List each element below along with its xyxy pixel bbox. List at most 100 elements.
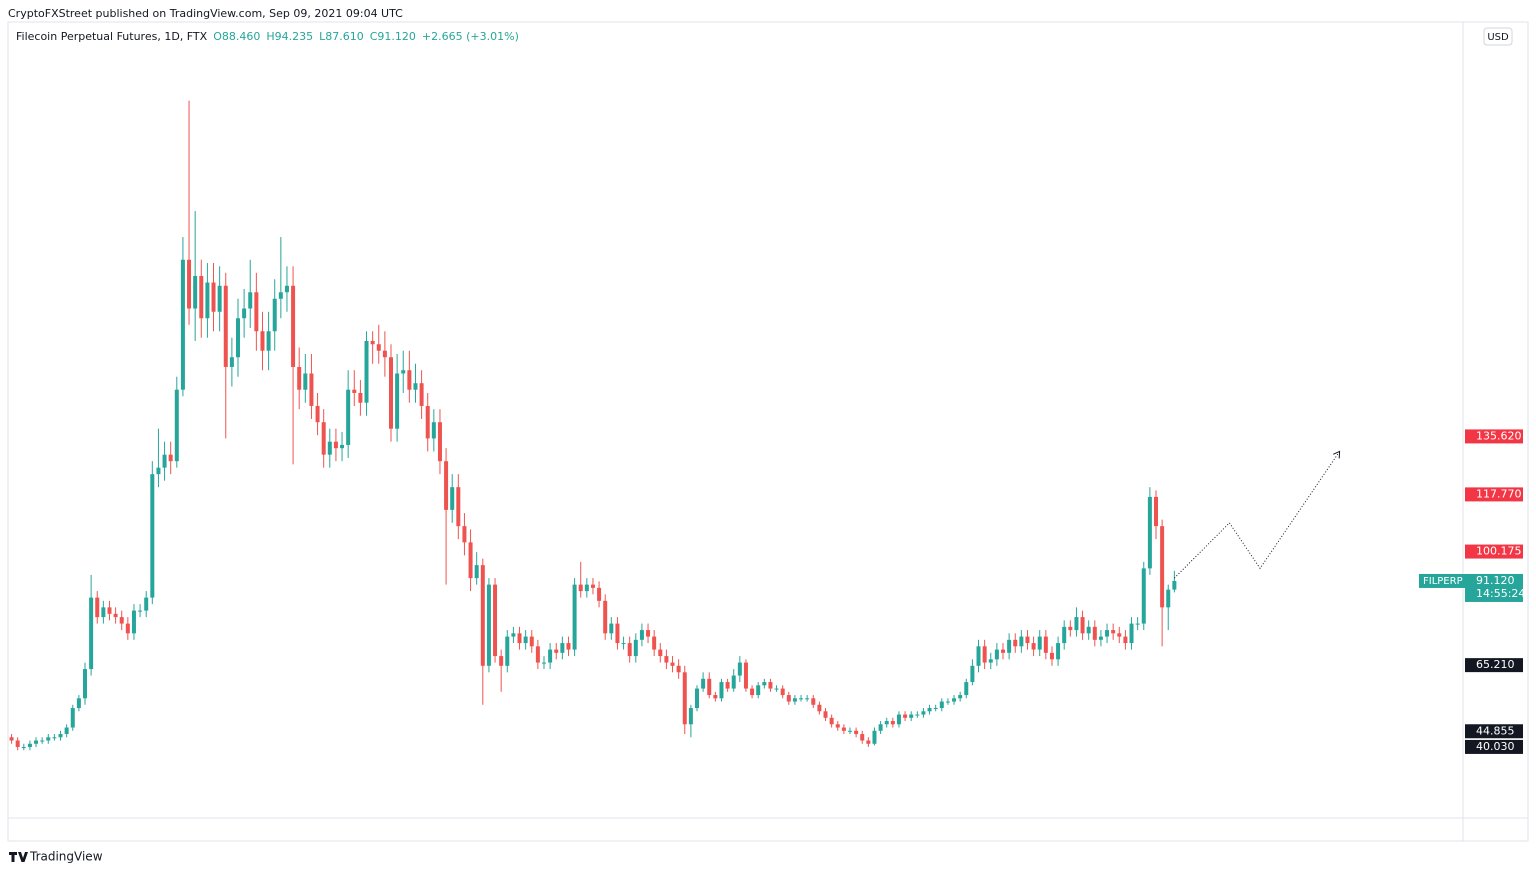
candle-body <box>260 331 265 351</box>
candle-body <box>1105 630 1110 637</box>
candle-body <box>1135 623 1140 625</box>
candle-body <box>401 370 406 374</box>
candle-body <box>835 724 840 728</box>
legend-value: +2.665 (+3.01%) <box>422 30 519 43</box>
candle-body <box>572 584 577 650</box>
candle-body <box>174 389 179 462</box>
candle-body <box>291 285 296 367</box>
candle-body <box>1117 633 1122 637</box>
candle-body <box>1007 639 1012 653</box>
candle-body <box>211 282 216 312</box>
candle-body <box>731 675 736 689</box>
candle-body <box>841 727 846 731</box>
candle-body <box>1111 630 1116 634</box>
candle-body <box>872 730 877 744</box>
candle-body <box>474 565 479 579</box>
candle-body <box>1080 617 1085 634</box>
candle-body <box>511 633 516 637</box>
candle-body <box>964 682 969 696</box>
candle-body <box>1037 636 1042 650</box>
candle-body <box>927 708 932 712</box>
candle-body <box>743 662 748 689</box>
candle-body <box>682 672 687 725</box>
candle-body <box>346 389 351 445</box>
legend-value: L87.610 <box>319 30 364 43</box>
level-badge <box>1465 487 1523 502</box>
candle-body <box>107 607 112 614</box>
candle-body <box>1160 526 1165 608</box>
candle-body <box>450 487 455 510</box>
candle-body <box>817 704 822 712</box>
candle-body <box>976 646 981 666</box>
level-label: 100.175 <box>1476 545 1522 558</box>
candle-body <box>364 340 369 403</box>
candle-body <box>646 630 651 637</box>
candle-body <box>823 711 828 718</box>
candle-body <box>1068 626 1073 631</box>
candle-body <box>756 685 761 696</box>
candle-body <box>119 617 124 624</box>
candle-body <box>309 373 314 406</box>
projection-arrow <box>1333 450 1341 459</box>
candle-body <box>58 734 63 738</box>
candle-body <box>34 740 39 744</box>
candle-body <box>737 662 742 676</box>
candle-body <box>1092 626 1097 640</box>
candle-body <box>523 636 528 644</box>
candle-body <box>584 584 589 592</box>
candle-body <box>560 643 565 653</box>
currency[interactable]: USD <box>1487 32 1509 43</box>
candle-body <box>529 636 534 647</box>
candle-body <box>1013 639 1018 647</box>
candle-body <box>395 373 400 429</box>
marks <box>9 100 1341 751</box>
candle-body <box>652 636 657 650</box>
candle-body <box>480 565 485 666</box>
candle-body <box>199 276 204 319</box>
candle-body <box>1098 636 1103 640</box>
candle-body <box>138 610 143 612</box>
candle-body <box>9 737 14 741</box>
candle-body <box>750 688 755 696</box>
candle-body <box>535 646 540 663</box>
candle-body <box>915 714 920 716</box>
candle-body <box>609 623 614 634</box>
candle-body <box>1129 623 1134 644</box>
candle-body <box>884 721 889 725</box>
candle-body <box>1025 636 1030 644</box>
candle-body <box>242 308 247 319</box>
candle-body <box>639 630 644 640</box>
candle-body <box>621 643 626 645</box>
candle-body <box>768 682 773 689</box>
legend-title: Filecoin Perpetual Futures, 1D, FTX <box>16 30 208 43</box>
candle-body <box>113 613 118 618</box>
candle-body <box>486 584 491 666</box>
candle-body <box>713 695 718 699</box>
symbol-label: FILPERP <box>1423 576 1463 587</box>
candle-body <box>162 454 167 468</box>
candle-body <box>1031 643 1036 650</box>
candle-body <box>46 737 51 741</box>
level-label: 65.210 <box>1476 658 1515 671</box>
candle-body <box>407 370 412 390</box>
countdown-label: 14:55:24 <box>1476 587 1525 600</box>
candle-body <box>701 678 706 689</box>
candle-body <box>272 298 277 332</box>
candle-body <box>799 698 804 700</box>
candle-body <box>597 587 602 601</box>
candle-body <box>1019 636 1024 647</box>
candle-body <box>76 698 81 709</box>
legend-value: C91.120 <box>370 30 416 43</box>
candle-body <box>854 730 859 735</box>
candle-body <box>725 682 730 689</box>
candle-body <box>1141 568 1146 624</box>
candle-body <box>236 318 240 358</box>
candle-body <box>1147 496 1152 569</box>
currency-box[interactable] <box>1483 27 1513 46</box>
candle-body <box>780 688 785 696</box>
candle-body <box>64 727 69 735</box>
candle-body <box>27 743 32 748</box>
candle-body <box>933 708 938 710</box>
candle-body <box>358 392 363 403</box>
candle-body <box>762 682 767 686</box>
